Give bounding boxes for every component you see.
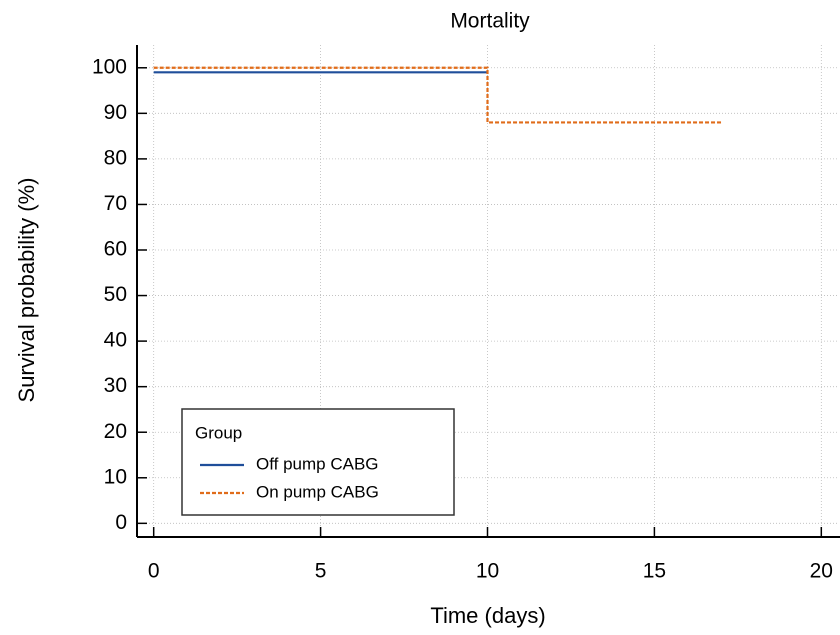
- y-axis-label: Survival probability (%): [14, 178, 39, 403]
- grid: [137, 45, 838, 537]
- y-tick-label: 10: [104, 465, 127, 488]
- y-tick-label: 70: [104, 192, 127, 215]
- x-tick-label: 15: [643, 560, 666, 583]
- y-tick-label: 90: [104, 101, 127, 124]
- legend-label: Off pump CABG: [256, 454, 379, 473]
- legend-label: On pump CABG: [256, 482, 379, 501]
- legend-title: Group: [195, 423, 242, 442]
- legend-box: [181, 408, 455, 516]
- x-tick-label: 20: [810, 560, 833, 583]
- y-tick-label: 20: [104, 420, 127, 443]
- lines: [153, 66, 722, 124]
- x-tick-label: 0: [148, 560, 160, 583]
- y-tick-label: 40: [104, 329, 127, 352]
- x-tick-label: 10: [476, 560, 499, 583]
- legend-items: Off pump CABG On pump CABG: [200, 454, 379, 501]
- y-tick-label: 30: [104, 374, 127, 397]
- x-axis-label: Time (days): [430, 603, 545, 628]
- y-tick-label: 0: [115, 511, 127, 534]
- chart-title: Mortality: [450, 10, 530, 33]
- y-tick-label: 60: [104, 238, 127, 261]
- y-tick-label: 50: [104, 283, 127, 306]
- x-tick-label: 5: [315, 560, 327, 583]
- y-tick-label: 80: [104, 146, 127, 169]
- legend: Group Off pump CABG On pump CABG: [181, 408, 455, 516]
- survival-line: [153, 66, 722, 124]
- y-tick-label: 100: [92, 55, 127, 78]
